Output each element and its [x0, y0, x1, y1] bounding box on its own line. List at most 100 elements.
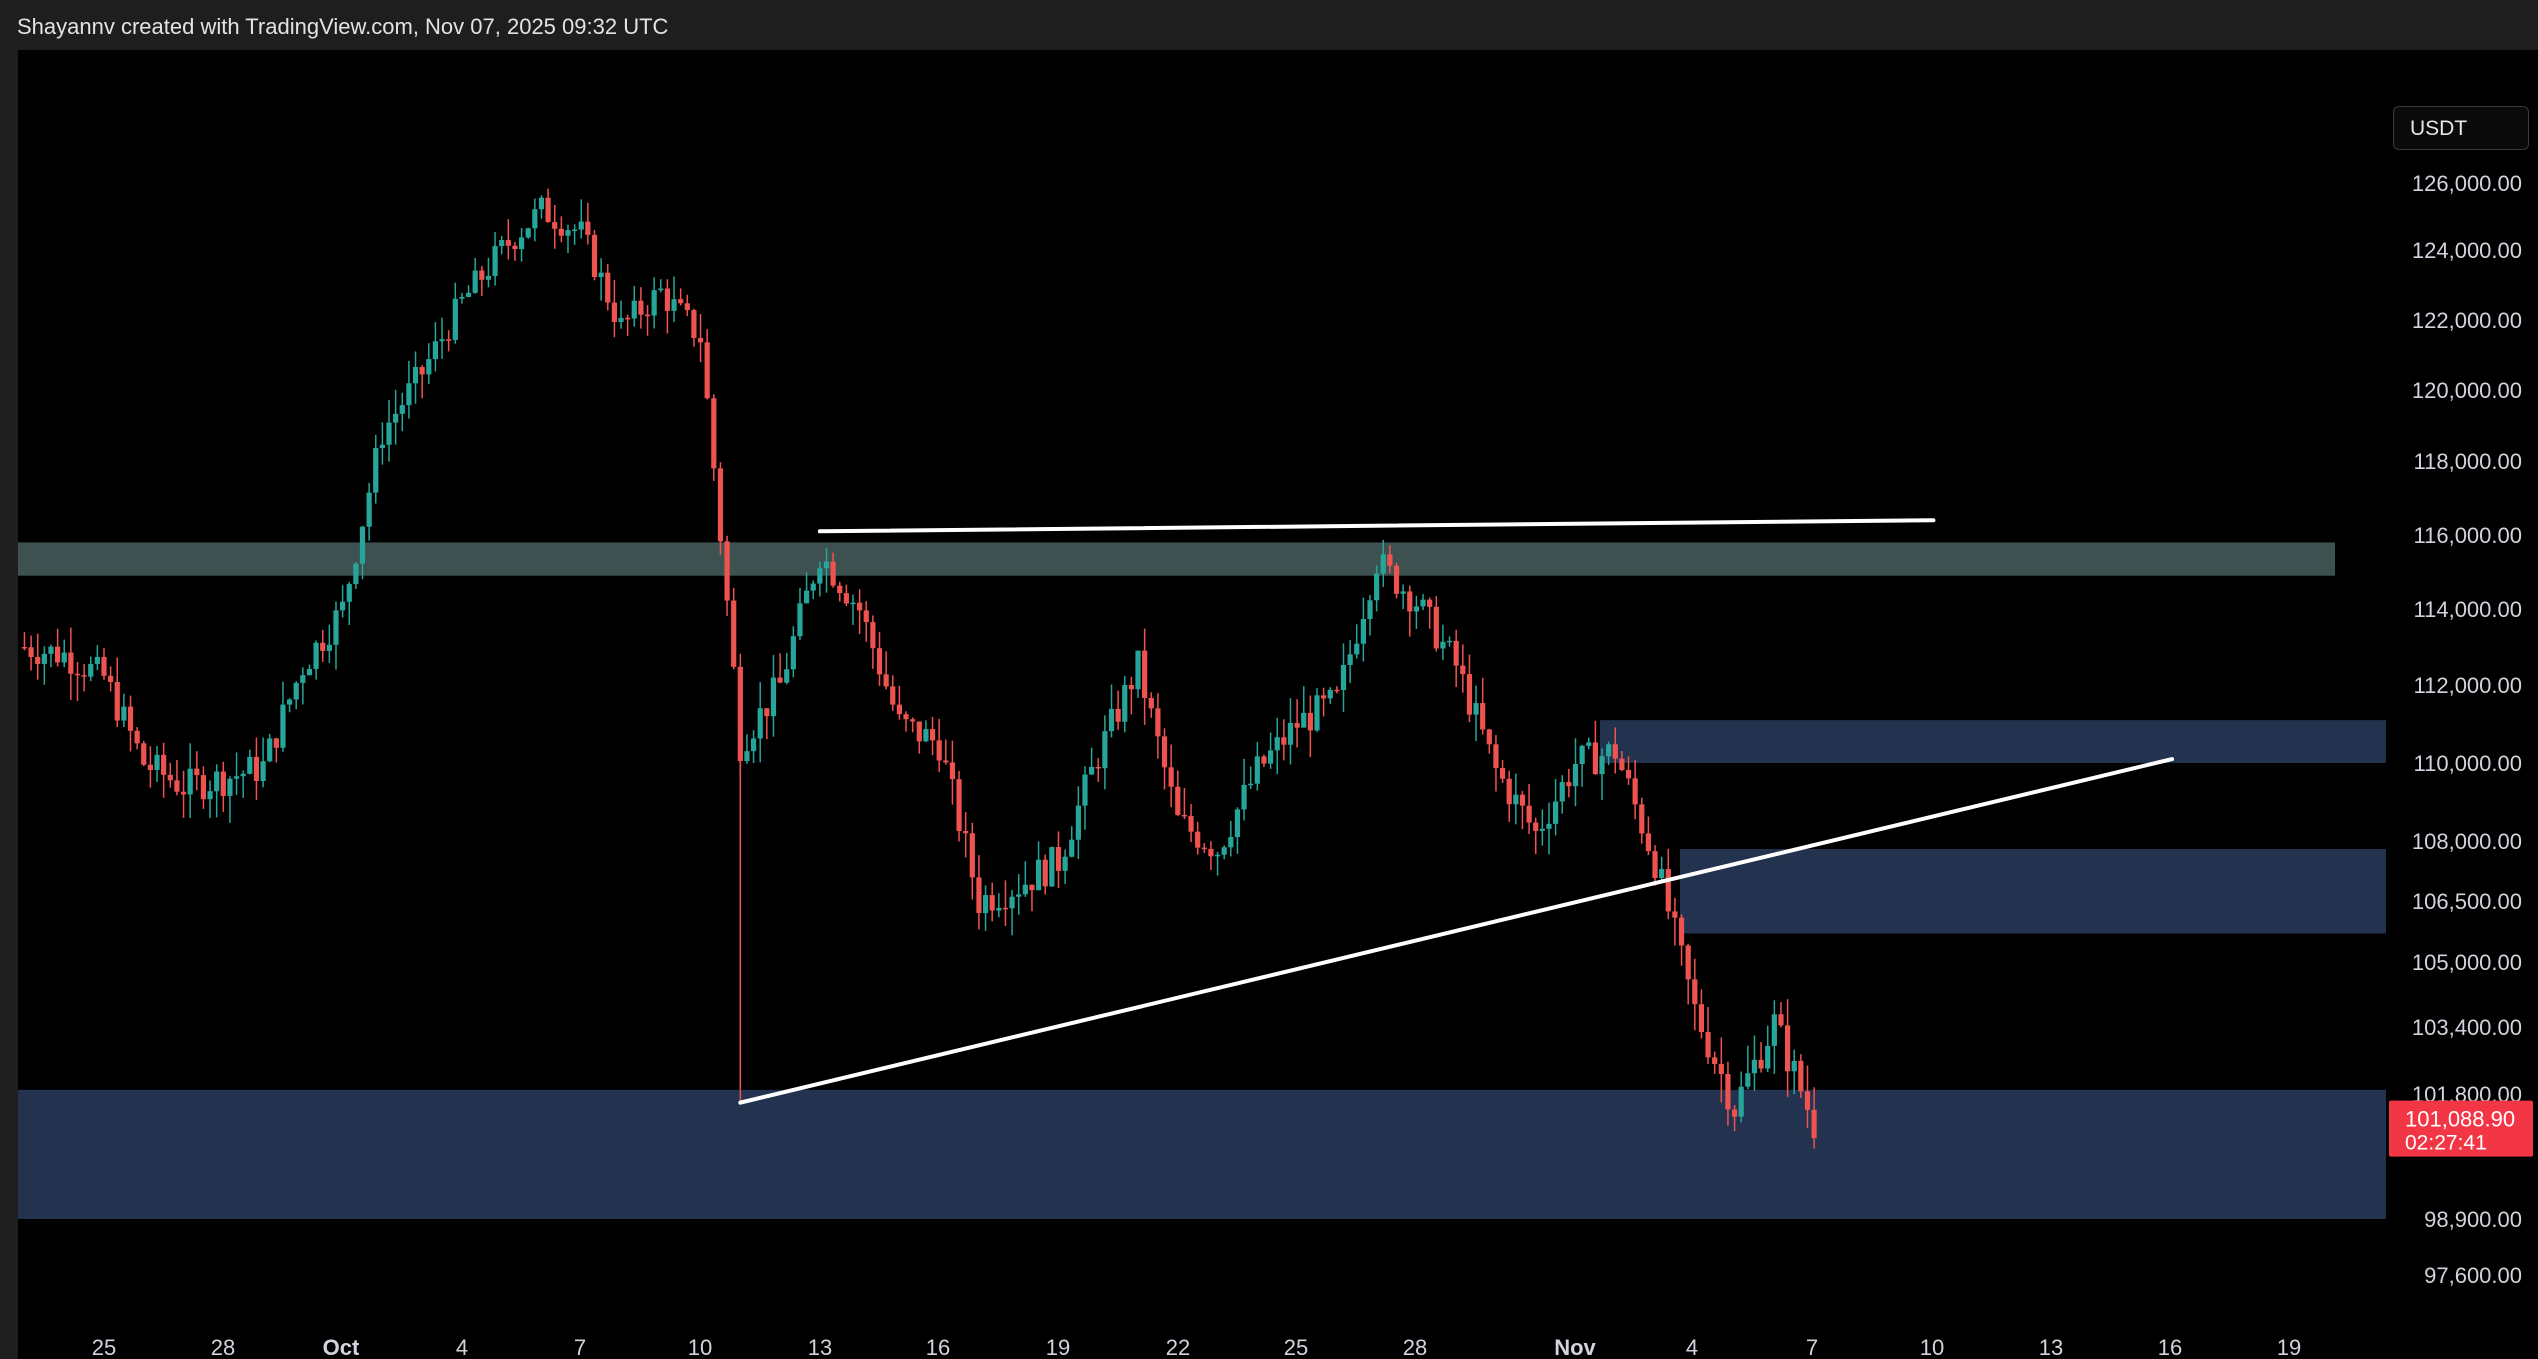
candle — [923, 720, 929, 743]
candle-body — [671, 299, 677, 311]
candle — [21, 632, 28, 651]
candle — [1009, 890, 1015, 936]
candle-body — [518, 237, 525, 250]
candle-body — [764, 708, 770, 717]
candle-body — [963, 831, 969, 834]
candle-body — [68, 652, 74, 674]
candle — [74, 661, 81, 702]
candle-body — [1301, 712, 1307, 728]
candle-body — [439, 339, 445, 342]
candle-body — [658, 288, 664, 291]
candle-body — [1592, 742, 1598, 775]
candle-body — [1261, 756, 1267, 764]
candle-body — [724, 541, 730, 601]
candles-layer — [21, 188, 1817, 1149]
candle-body — [644, 314, 651, 317]
candle — [1453, 629, 1459, 688]
candle — [1374, 565, 1380, 612]
candle — [1745, 1045, 1751, 1090]
candle — [1758, 1041, 1764, 1073]
currency-label: USDT — [2410, 117, 2468, 140]
candle — [770, 655, 777, 737]
candle-body — [618, 317, 624, 322]
candle — [1387, 545, 1393, 574]
candle-body — [903, 714, 909, 720]
candle-body — [1440, 641, 1446, 649]
candle — [101, 648, 107, 680]
candle — [1712, 1051, 1718, 1074]
candle — [127, 695, 134, 752]
candle-body — [147, 764, 153, 770]
x-tick-label: 16 — [2158, 1335, 2182, 1359]
candle-body — [1784, 1025, 1791, 1072]
candle — [306, 664, 313, 676]
candle-body — [1234, 809, 1241, 838]
candle-body — [465, 292, 472, 297]
candle-body — [1778, 1014, 1784, 1026]
candle-body — [1400, 591, 1406, 594]
candle — [353, 561, 359, 589]
currency-selector[interactable]: USDT — [2393, 106, 2529, 150]
candle-body — [916, 721, 922, 742]
candle — [1287, 698, 1294, 765]
candle — [1513, 773, 1519, 825]
supply-zone-mid — [1680, 849, 2386, 934]
candle-body — [280, 704, 286, 748]
candle-body — [512, 245, 518, 250]
candle-body — [697, 337, 704, 343]
candle — [412, 351, 419, 404]
candle-body — [1069, 839, 1075, 857]
candle-body — [1612, 744, 1618, 759]
candle — [1407, 585, 1413, 637]
candle — [916, 721, 922, 754]
candle — [996, 893, 1002, 918]
x-tick-label: 10 — [688, 1335, 712, 1359]
x-tick-label: 7 — [574, 1335, 586, 1359]
x-tick-label: 10 — [1920, 1335, 1944, 1359]
candle — [1241, 758, 1247, 821]
candle-body — [591, 234, 598, 278]
candle — [1201, 842, 1207, 854]
candle-body — [1148, 698, 1154, 709]
x-tick-label: 25 — [92, 1335, 116, 1359]
candle-body — [108, 675, 114, 683]
candle-body — [161, 754, 167, 775]
candle-body — [247, 756, 253, 774]
candle — [1108, 684, 1115, 738]
candle — [565, 224, 571, 254]
candle-body — [1632, 778, 1638, 805]
candle — [227, 776, 233, 823]
candle — [797, 587, 803, 641]
candle-body — [61, 652, 67, 663]
candle — [1480, 677, 1486, 735]
candle-body — [412, 366, 419, 384]
candle — [644, 305, 651, 336]
candle-body — [1672, 911, 1678, 918]
candle — [578, 199, 584, 239]
candle — [1725, 1061, 1731, 1126]
candle-body — [1791, 1060, 1797, 1072]
price-chart[interactable]: 128,000.00126,000.00124,000.00122,000.00… — [0, 50, 2538, 1359]
candle — [320, 630, 326, 662]
candle-body — [101, 656, 107, 676]
candle — [406, 360, 412, 419]
candle-body — [114, 682, 120, 721]
candle-body — [896, 704, 902, 715]
candle-body — [850, 602, 856, 605]
candle — [764, 708, 770, 740]
candle-body — [1460, 665, 1466, 675]
candle — [465, 285, 472, 298]
candle — [386, 400, 392, 462]
candle — [1678, 914, 1685, 966]
candle — [446, 330, 452, 352]
candle — [810, 580, 816, 600]
candle-body — [326, 644, 332, 651]
candle-body — [1665, 869, 1671, 912]
lower-trendline — [738, 757, 2175, 1105]
candle-body — [1751, 1059, 1758, 1074]
candle-body — [1082, 774, 1088, 806]
candle-body — [300, 675, 306, 683]
candle — [1294, 699, 1300, 748]
x-tick-label: 7 — [1806, 1335, 1818, 1359]
candle-body — [664, 288, 671, 311]
